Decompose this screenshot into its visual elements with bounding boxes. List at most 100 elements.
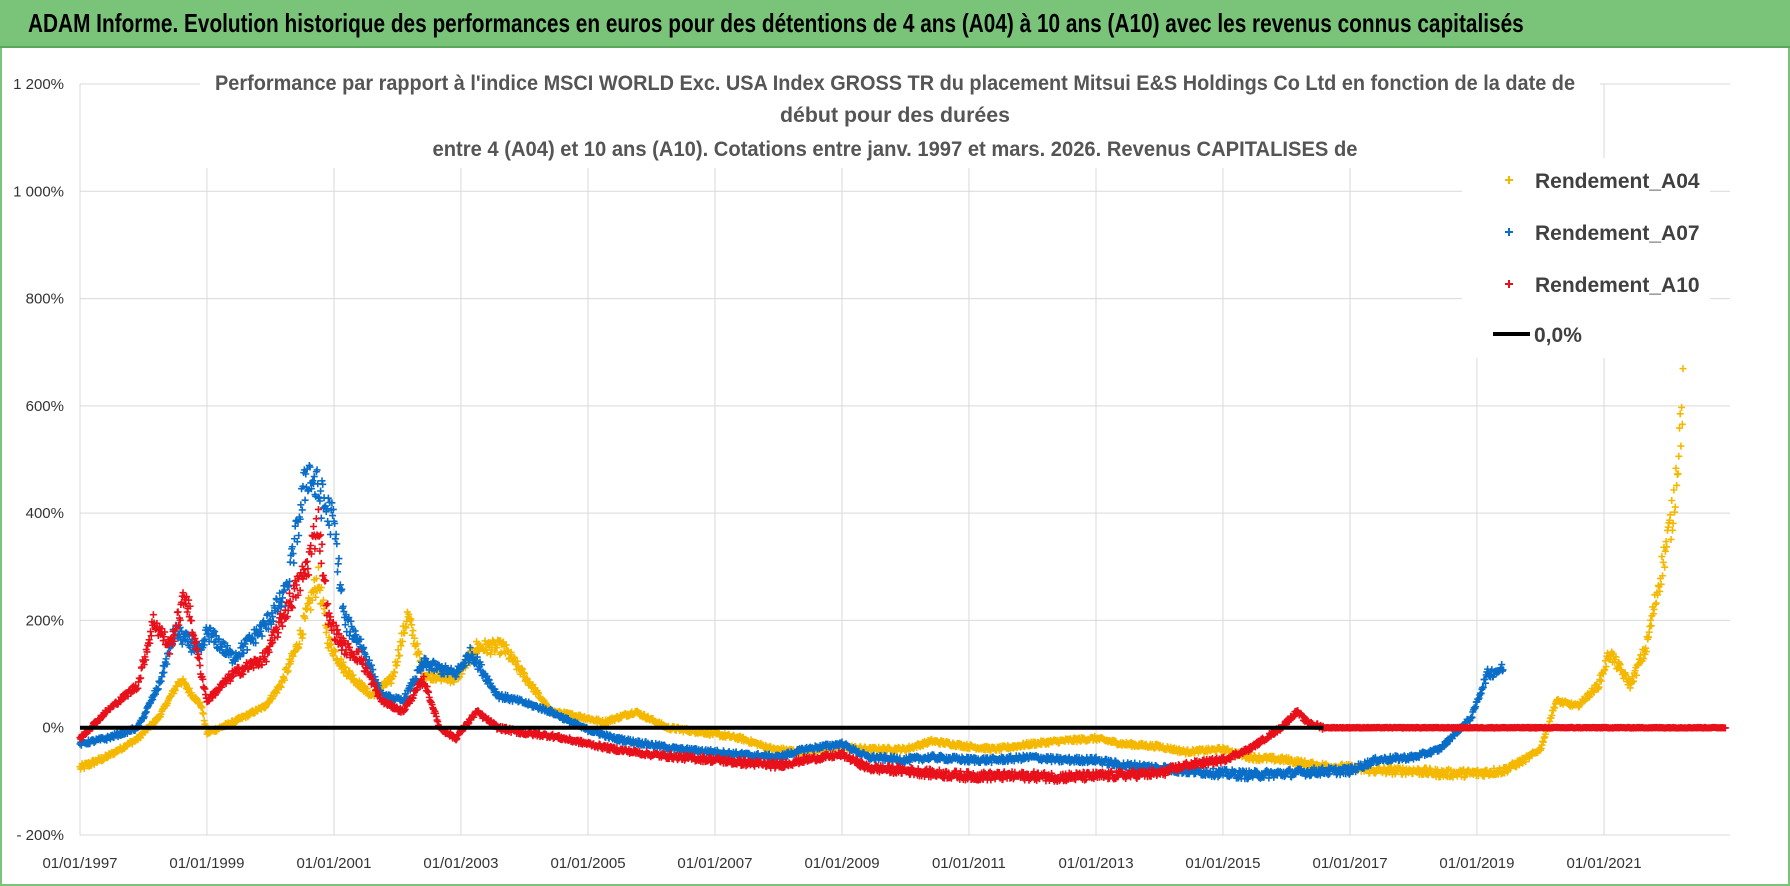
- data-point: [1671, 503, 1679, 511]
- data-point: [323, 624, 331, 632]
- data-point: [518, 665, 526, 673]
- y-tick-label: 600%: [26, 398, 64, 415]
- x-tick-label: 01/01/2001: [296, 855, 371, 872]
- data-point: [319, 596, 327, 604]
- data-point: [179, 589, 187, 597]
- data-point: [1652, 599, 1660, 607]
- x-tick-label: 01/01/2017: [1312, 855, 1387, 872]
- data-point: [327, 640, 335, 648]
- data-point: [334, 626, 342, 634]
- data-point: [1675, 452, 1683, 460]
- data-point: [1498, 661, 1506, 669]
- data-point: [301, 614, 309, 622]
- data-point: [149, 611, 157, 619]
- series-rendement-a10: [76, 505, 1729, 785]
- data-point: [339, 658, 347, 666]
- data-point: [281, 676, 289, 684]
- data-point: [295, 640, 303, 648]
- data-point: [409, 627, 417, 635]
- data-point: [310, 588, 318, 596]
- banner-title: ADAM Informe. Evolution historique des p…: [28, 8, 1524, 38]
- data-point: [396, 651, 404, 659]
- x-tick-label: 01/01/2019: [1439, 855, 1514, 872]
- data-point: [1658, 553, 1666, 561]
- data-point: [491, 648, 499, 656]
- data-point: [391, 669, 399, 677]
- data-point: [329, 652, 337, 660]
- data-point: [196, 661, 204, 669]
- data-point: [401, 629, 409, 637]
- data-point: [290, 559, 298, 567]
- data-point: [1678, 403, 1686, 411]
- data-point: [1647, 622, 1655, 630]
- data-point: [284, 667, 292, 675]
- data-point: [394, 658, 401, 666]
- data-point: [286, 589, 294, 597]
- title-banner: ADAM Informe. Evolution historique des p…: [0, 0, 1790, 48]
- y-tick-label: 1 200%: [13, 76, 64, 93]
- data-point: [307, 606, 315, 614]
- data-point: [1676, 410, 1684, 418]
- y-tick-label: 0%: [42, 720, 64, 737]
- y-tick-label: 800%: [26, 291, 64, 308]
- data-point: [1679, 365, 1687, 373]
- data-point: [317, 584, 325, 592]
- data-point: [297, 501, 305, 509]
- data-point: [529, 680, 537, 688]
- data-point: [312, 593, 320, 601]
- data-point: [334, 568, 342, 576]
- data-point: [398, 637, 406, 645]
- data-point: [394, 646, 402, 654]
- x-tick-label: 01/01/2013: [1058, 855, 1133, 872]
- series-rendement-a04: [76, 365, 1687, 781]
- data-point: [1661, 547, 1669, 555]
- data-point: [299, 630, 307, 638]
- data-point: [174, 608, 182, 616]
- data-point: [415, 650, 423, 658]
- data-point: [298, 506, 306, 514]
- data-point: [1659, 558, 1667, 566]
- data-point: [308, 596, 316, 604]
- data-point: [331, 647, 339, 655]
- data-point: [493, 644, 501, 652]
- data-point: [199, 710, 207, 718]
- data-point: [410, 634, 418, 642]
- x-tick-label: 01/01/2015: [1185, 855, 1260, 872]
- data-point: [319, 480, 327, 488]
- y-tick-label: 200%: [26, 612, 64, 629]
- data-point: [1661, 563, 1669, 571]
- chart-frame: [0, 48, 1790, 886]
- data-point: [408, 621, 416, 629]
- series-rendement-a07: [76, 461, 1507, 783]
- data-point: [483, 649, 491, 657]
- y-tick-label: - 200%: [16, 827, 64, 844]
- data-point: [314, 563, 322, 571]
- data-point: [318, 540, 326, 548]
- x-tick-label: 01/01/2021: [1566, 855, 1641, 872]
- data-point: [1668, 497, 1676, 505]
- data-point: [413, 640, 421, 648]
- data-point: [317, 487, 325, 495]
- data-point: [303, 557, 311, 565]
- y-tick-label: 400%: [26, 505, 64, 522]
- x-tick-label: 01/01/2003: [423, 855, 498, 872]
- data-point: [324, 517, 332, 525]
- data-point: [312, 574, 320, 582]
- x-tick-label: 01/01/2007: [677, 855, 752, 872]
- x-tick-label: 01/01/1997: [42, 855, 117, 872]
- data-point: [402, 624, 410, 632]
- data-point: [349, 671, 357, 679]
- x-tick-label: 01/01/2009: [804, 855, 879, 872]
- data-point: [521, 670, 528, 678]
- data-point: [314, 505, 322, 513]
- data-point: [301, 496, 309, 504]
- data-point: [312, 515, 320, 523]
- data-point: [195, 655, 203, 663]
- data-point: [324, 600, 332, 608]
- data-point: [310, 523, 318, 531]
- y-tick-label: 1 000%: [13, 183, 64, 200]
- data-point: [287, 657, 295, 665]
- data-point: [1677, 442, 1685, 450]
- data-point: [302, 558, 310, 566]
